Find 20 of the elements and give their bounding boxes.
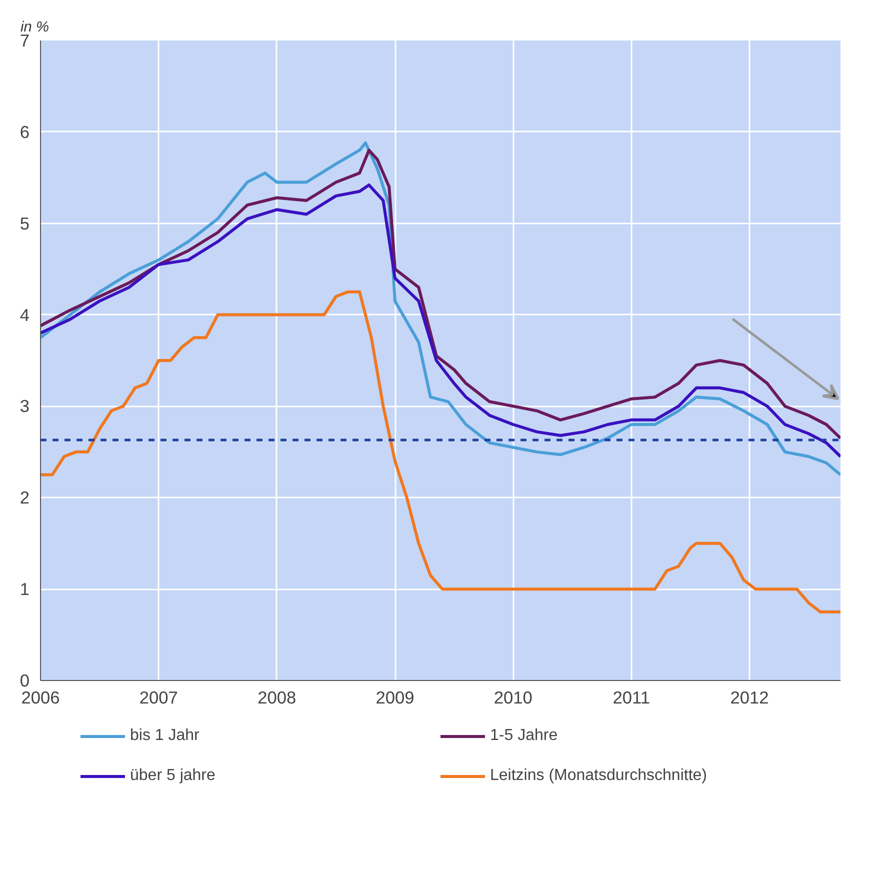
y-tick-label: 2: [20, 488, 30, 508]
y-tick-label: 3: [20, 396, 30, 416]
legend-label: über 5 jahre: [130, 767, 216, 785]
y-tick-label: 6: [20, 122, 30, 142]
y-tick-label: 4: [20, 304, 30, 325]
legend-label: Leitzins (Monatsdurchschnitte): [490, 767, 708, 785]
x-tick-label: 2008: [258, 688, 296, 708]
legend-label: 1-5 Jahre: [490, 727, 559, 745]
x-tick-label: 2010: [494, 688, 532, 708]
x-tick-label: 2006: [21, 688, 60, 708]
legend-label: bis 1 Jahr: [130, 727, 200, 745]
line-series: [40, 183, 840, 458]
y-tick-label: 1: [20, 579, 30, 600]
line-series: [40, 290, 840, 614]
y-tick-label: 5: [20, 213, 30, 234]
y-tick-label: 0: [20, 670, 30, 690]
x-tick-label: 2012: [730, 688, 769, 708]
x-tick-label: 2007: [139, 688, 178, 708]
x-tick-label: 2009: [376, 688, 414, 708]
x-tick-label: 2011: [612, 688, 650, 708]
